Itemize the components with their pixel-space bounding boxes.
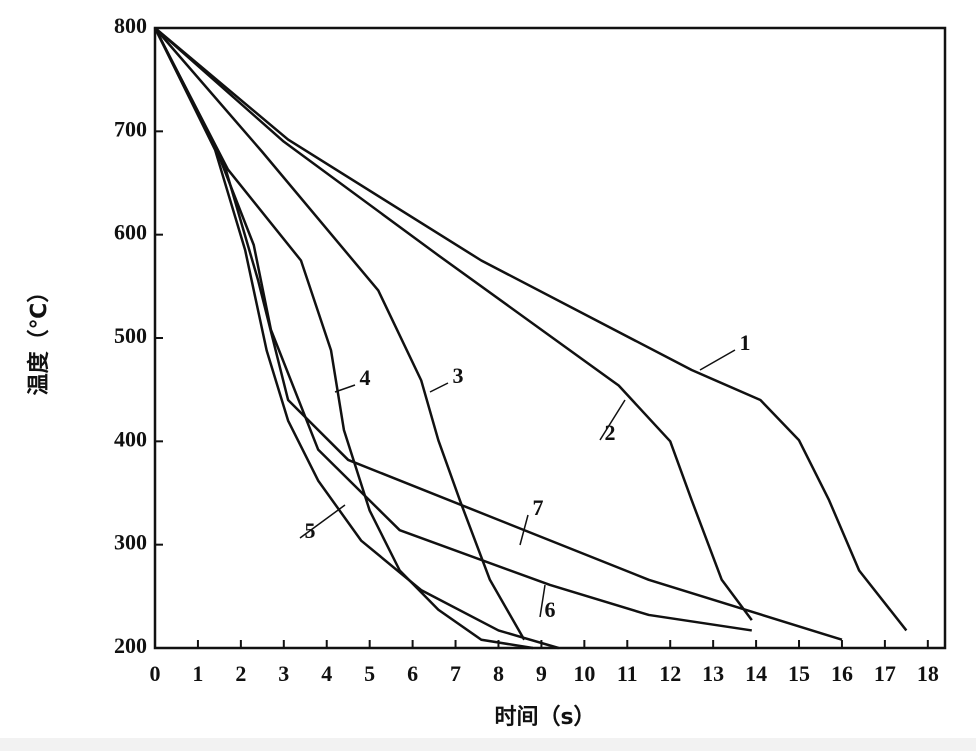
x-tick-label: 10 (573, 661, 595, 686)
x-tick-label: 1 (192, 661, 203, 686)
x-tick-label: 4 (321, 661, 332, 686)
series-label: 6 (545, 597, 556, 622)
y-tick-label: 400 (114, 426, 147, 451)
y-tick-label: 700 (114, 116, 147, 141)
x-tick-label: 0 (150, 661, 161, 686)
x-tick-label: 12 (659, 661, 681, 686)
x-tick-label: 14 (745, 661, 767, 686)
x-tick-label: 5 (364, 661, 375, 686)
series-label: 7 (533, 495, 544, 520)
line-series (154, 27, 753, 621)
series-label: 4 (360, 365, 371, 390)
x-tick-label: 6 (407, 661, 418, 686)
x-tick-label: 9 (536, 661, 547, 686)
x-tick-label: 3 (278, 661, 289, 686)
label-leader (429, 382, 449, 393)
series-label: 1 (740, 330, 751, 355)
line-series (154, 27, 908, 632)
series-label: 5 (305, 518, 316, 543)
y-axis-label: 温度（℃） (26, 281, 52, 396)
y-tick-label: 500 (114, 323, 147, 348)
x-tick-label: 15 (788, 661, 810, 686)
x-tick-label: 11 (617, 661, 638, 686)
line-series (153, 27, 559, 650)
label-leader (539, 584, 546, 618)
x-tick-label: 13 (702, 661, 724, 686)
series-label: 2 (605, 420, 616, 445)
x-tick-label: 8 (493, 661, 504, 686)
label-leader (334, 384, 356, 393)
line-series (154, 27, 526, 641)
x-tick-label: 17 (874, 661, 896, 686)
line-series (153, 27, 843, 641)
label-leader (299, 504, 346, 539)
series-label: 3 (453, 363, 464, 388)
x-tick-label: 18 (917, 661, 939, 686)
line-series (153, 27, 534, 650)
bottom-strip (0, 738, 976, 751)
y-tick-label: 200 (114, 633, 147, 658)
x-tick-label: 7 (450, 661, 461, 686)
label-leader (599, 399, 626, 441)
y-tick-label: 800 (114, 13, 147, 38)
y-tick-label: 300 (114, 530, 147, 555)
label-leader (519, 514, 529, 546)
label-leader (699, 349, 736, 371)
x-tick-label: 2 (235, 661, 246, 686)
x-tick-label: 16 (831, 661, 853, 686)
y-tick-label: 600 (114, 220, 147, 245)
x-axis-label: 时间（s） (494, 705, 595, 730)
